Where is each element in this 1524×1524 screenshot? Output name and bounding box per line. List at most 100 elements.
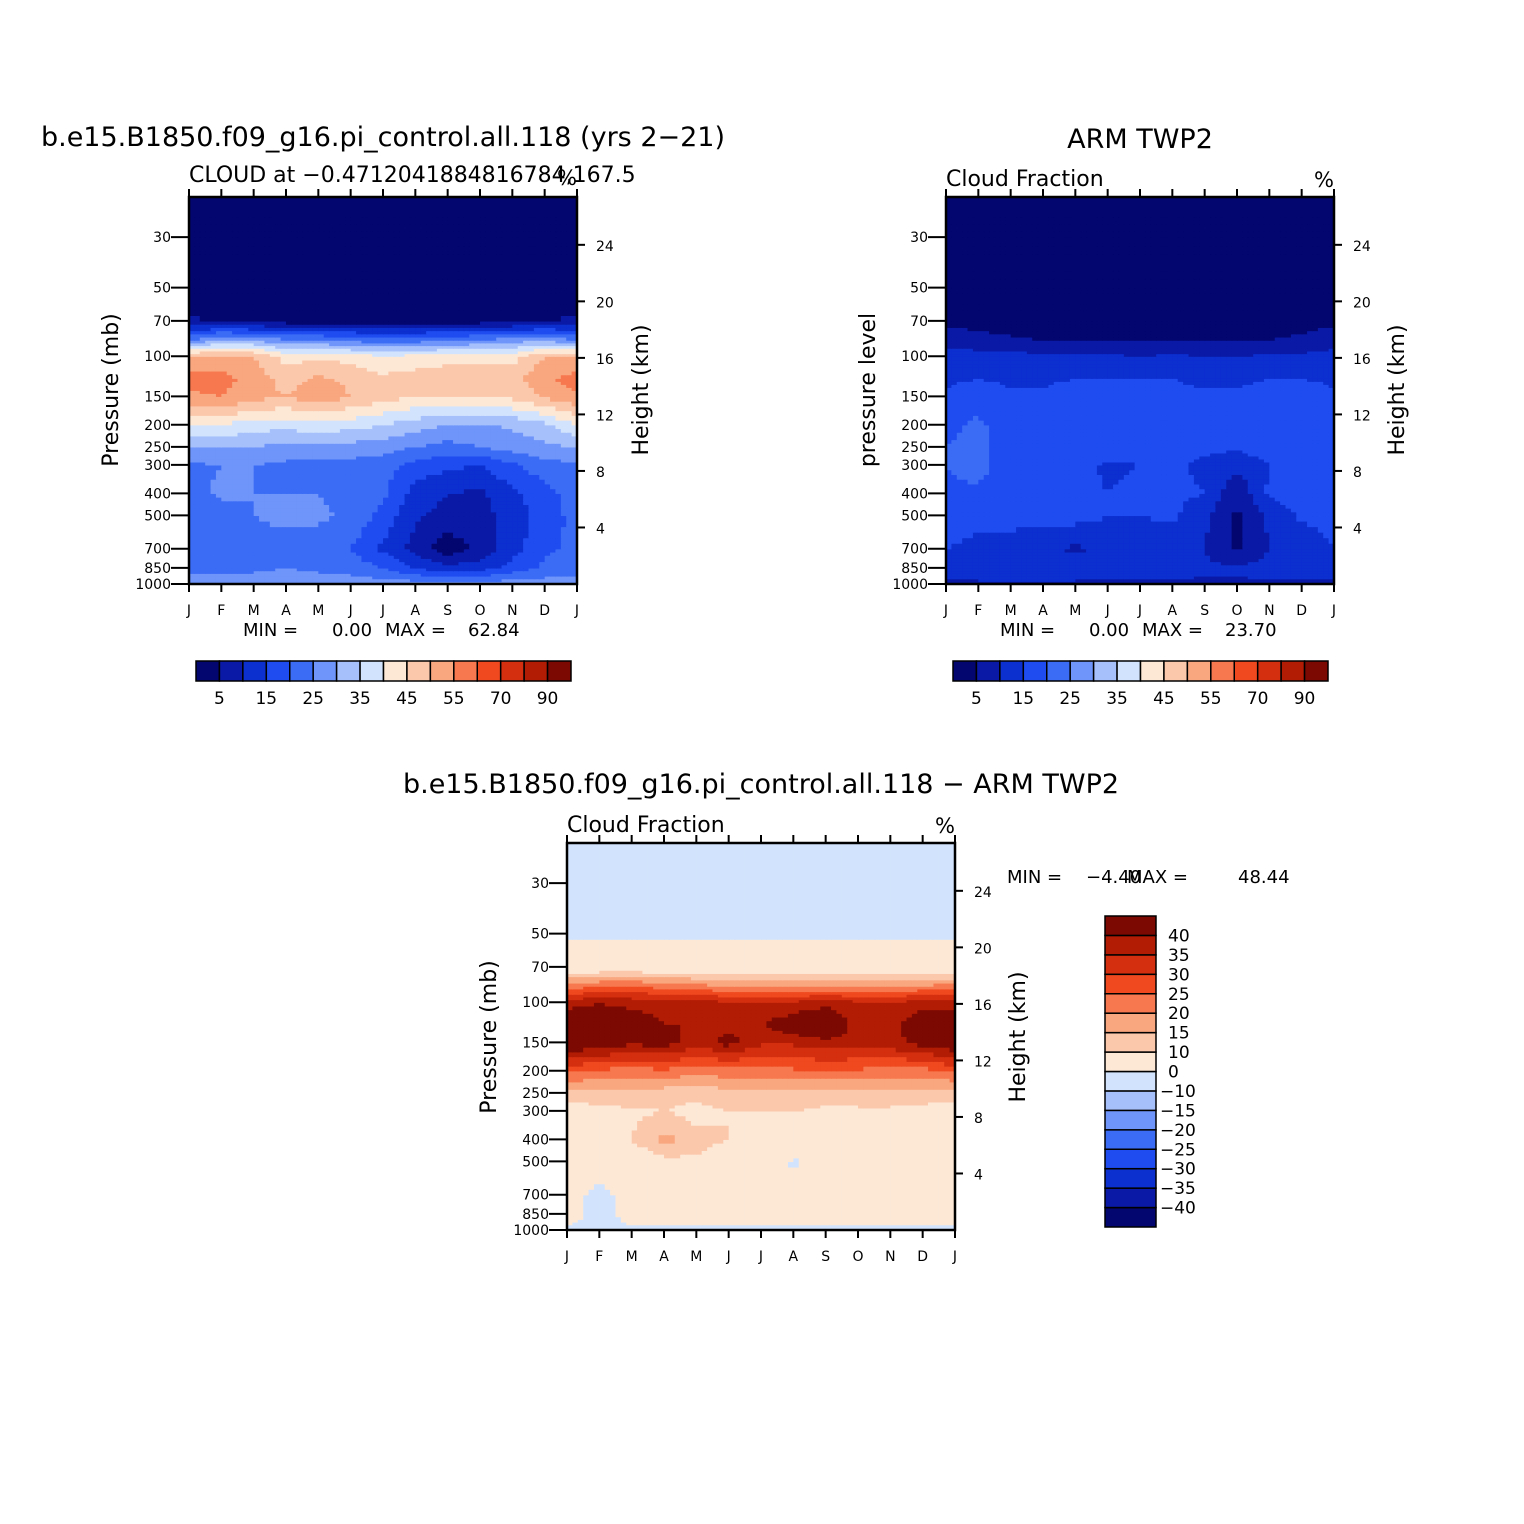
heatmap-cell	[377, 474, 384, 480]
heatmap-cell	[372, 336, 379, 341]
heatmap-cell	[307, 387, 314, 391]
heatmap-cell	[523, 432, 530, 437]
heatmap-cell	[329, 374, 336, 379]
heatmap-cell	[210, 415, 217, 421]
heatmap-cell	[485, 446, 492, 451]
heatmap-cell	[571, 474, 577, 480]
heatmap-cell	[560, 401, 567, 407]
heatmap-cell	[377, 367, 384, 372]
heatmap-cell	[291, 443, 298, 448]
heatmap-cell	[506, 381, 513, 385]
heatmap-cell	[199, 410, 206, 416]
heatmap-cell	[523, 381, 530, 385]
heatmap-cell	[296, 374, 303, 379]
heatmap-cell	[248, 446, 255, 451]
heatmap-cell	[361, 532, 368, 539]
heatmap-cell	[296, 378, 303, 382]
heatmap-cell	[323, 537, 330, 544]
heatmap-cell	[345, 493, 352, 498]
heatmap-cell	[286, 575, 292, 580]
heatmap-cell	[420, 330, 427, 335]
heatmap-cell	[420, 515, 427, 522]
heatmap-cell	[189, 567, 195, 572]
heatmap-cell	[356, 526, 363, 533]
heatmap-cell	[415, 504, 422, 509]
heatmap-cell	[555, 439, 562, 444]
heatmap-cell	[442, 374, 449, 379]
heatmap-cell	[442, 561, 449, 566]
heatmap-cell	[350, 401, 357, 407]
heatmap-cell	[523, 367, 530, 372]
heatmap-cell	[318, 461, 325, 466]
heatmap-cell	[323, 330, 330, 335]
heatmap-cell	[501, 558, 508, 563]
heatmap-cell	[404, 504, 411, 509]
heatmap-cell	[323, 356, 330, 361]
heatmap-cell	[215, 570, 222, 574]
heatmap-cell	[280, 543, 287, 550]
heatmap-cell	[291, 420, 298, 426]
heatmap-cell	[345, 561, 352, 566]
heatmap-cell	[275, 500, 282, 505]
heatmap-cell	[463, 424, 470, 430]
heatmap-cell	[501, 551, 508, 556]
heatmap-cell	[345, 356, 352, 361]
heatmap-cell	[533, 348, 540, 352]
heatmap-cell	[312, 483, 319, 490]
heatmap-cell	[533, 537, 540, 544]
heatmap-cell	[496, 469, 503, 475]
heatmap-cell	[194, 374, 201, 379]
heatmap-cell	[512, 363, 519, 368]
heatmap-cell	[210, 390, 217, 394]
heatmap-cell	[280, 443, 287, 448]
heatmap-cell	[496, 500, 503, 505]
heatmap-cell	[458, 497, 465, 502]
heatmap-cell	[485, 428, 492, 433]
heatmap-cell	[571, 390, 577, 394]
heatmap-cell	[215, 452, 222, 457]
heatmap-cell	[345, 464, 352, 471]
heatmap-cell	[205, 469, 212, 475]
heatmap-cell	[226, 415, 233, 421]
heatmap-cell	[480, 543, 486, 550]
heatmap-cell	[339, 537, 346, 544]
heatmap-cell	[194, 520, 201, 528]
heatmap-cell	[334, 570, 341, 574]
heatmap-cell	[312, 374, 319, 379]
heatmap-cell	[566, 561, 573, 566]
heatmap-cell	[356, 543, 363, 550]
heatmap-cell	[566, 415, 573, 421]
heatmap-cell	[501, 353, 508, 357]
heatmap-cell	[463, 570, 470, 574]
heatmap-cell	[431, 420, 438, 426]
heatmap-cell	[463, 396, 470, 402]
heatmap-cell	[383, 410, 389, 416]
heatmap-cell	[420, 428, 427, 433]
heatmap-cell	[221, 578, 228, 582]
heatmap-cell	[512, 464, 519, 471]
heatmap-cell	[275, 558, 282, 563]
heatmap-cell	[399, 393, 406, 397]
heatmap-cell	[388, 428, 395, 433]
heatmap-cell	[189, 410, 195, 416]
heatmap-cell	[447, 424, 454, 430]
heatmap-cell	[286, 405, 292, 412]
heatmap-cell	[383, 578, 389, 582]
heatmap-cell	[366, 488, 373, 494]
heatmap-cell	[393, 449, 400, 454]
heatmap-cell	[318, 405, 325, 412]
heatmap-cell	[280, 500, 287, 505]
heatmap-cell	[377, 578, 384, 582]
heatmap-cell	[420, 511, 427, 517]
heatmap-cell	[189, 336, 195, 341]
heatmap-cell	[312, 469, 319, 475]
heatmap-cell	[571, 363, 577, 368]
heatmap-cell	[264, 446, 271, 451]
heatmap-cell	[302, 381, 309, 385]
heatmap-cell	[334, 446, 341, 451]
heatmap-cell	[361, 515, 368, 522]
heatmap-cell	[205, 564, 212, 569]
heatmap-cell	[393, 469, 400, 475]
heatmap-cell	[447, 443, 454, 448]
heatmap-cell	[372, 396, 379, 402]
